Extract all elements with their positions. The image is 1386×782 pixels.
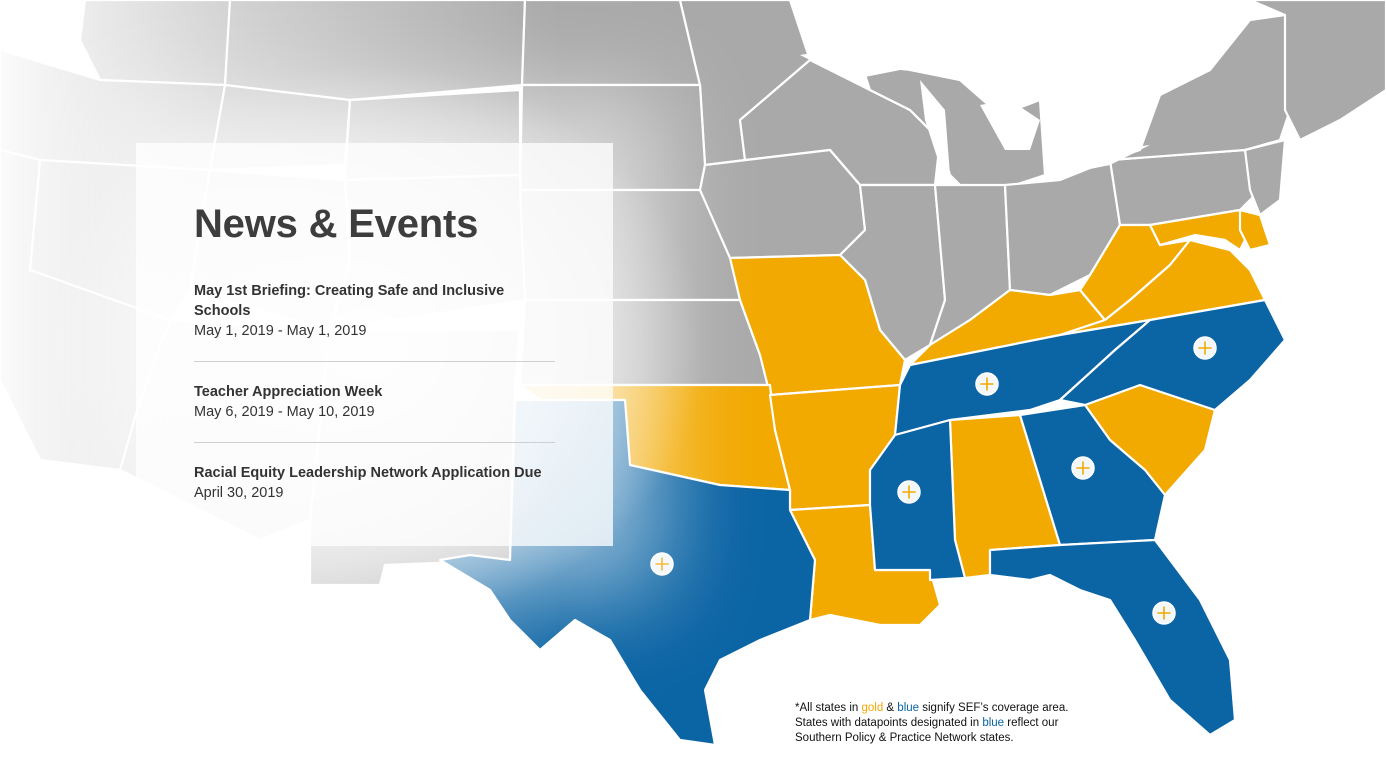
state-new-york	[1108, 13, 1292, 162]
lake-michigan	[920, 80, 950, 175]
water-cutouts	[705, 45, 1150, 760]
plus-icon[interactable]	[975, 372, 999, 396]
state-tennessee	[893, 318, 1152, 437]
datapoint-markers	[650, 336, 1217, 625]
event-title-link[interactable]: May 1st Briefing: Creating Safe and Incl…	[194, 283, 505, 319]
event-item: Teacher Appreciation Week May 6, 2019 - …	[194, 382, 555, 443]
footnote-blue-word: blue	[897, 702, 920, 714]
event-title-link[interactable]: Teacher Appreciation Week	[194, 384, 383, 400]
state-north-carolina	[1058, 298, 1287, 412]
footnote-gold-word: gold	[861, 702, 884, 714]
event-item: Racial Equity Leadership Network Applica…	[194, 463, 555, 523]
plus-icon[interactable]	[897, 480, 921, 504]
footnote-text: States with datapoints designated in	[795, 717, 983, 729]
lake-huron	[980, 100, 1040, 150]
footnote-line-2: States with datapoints designated in blu…	[795, 716, 1125, 731]
state-new-jersey	[1243, 138, 1287, 217]
footnote-text: *All states in	[795, 702, 862, 714]
event-item: May 1st Briefing: Creating Safe and Incl…	[194, 281, 555, 362]
event-date: May 6, 2019 - May 10, 2019	[194, 404, 375, 420]
lake-erie	[1060, 145, 1150, 175]
event-date: May 1, 2019 - May 1, 2019	[194, 323, 367, 339]
map-footnote: *All states in gold & blue signify SEF’s…	[795, 701, 1125, 746]
state-missouri	[728, 253, 907, 397]
lake-superior	[800, 45, 960, 80]
plus-icon[interactable]	[1071, 456, 1095, 480]
news-events-panel: News & Events May 1st Briefing: Creating…	[136, 143, 613, 546]
footnote-text: &	[883, 702, 898, 714]
news-events-heading: News & Events	[194, 202, 479, 246]
footnote-text: signify SEF’s coverage area.	[919, 702, 1069, 714]
footnote-blue-word: blue	[982, 717, 1005, 729]
footnote-line-3: Southern Policy & Practice Network state…	[795, 732, 1014, 744]
footnote-line-1: *All states in gold & blue signify SEF’s…	[795, 701, 1125, 716]
state-delaware	[1238, 208, 1272, 252]
gulf-of-mexico	[705, 575, 1135, 760]
state-iowa	[698, 148, 867, 260]
event-title-link[interactable]: Racial Equity Leadership Network Applica…	[194, 465, 542, 481]
plus-icon[interactable]	[1152, 601, 1176, 625]
gold-states	[518, 208, 1272, 627]
event-date: April 30, 2019	[194, 485, 284, 501]
footnote-text: reflect our	[1004, 717, 1059, 729]
state-new-england	[1248, 0, 1386, 142]
plus-icon[interactable]	[650, 552, 674, 576]
plus-icon[interactable]	[1193, 336, 1217, 360]
